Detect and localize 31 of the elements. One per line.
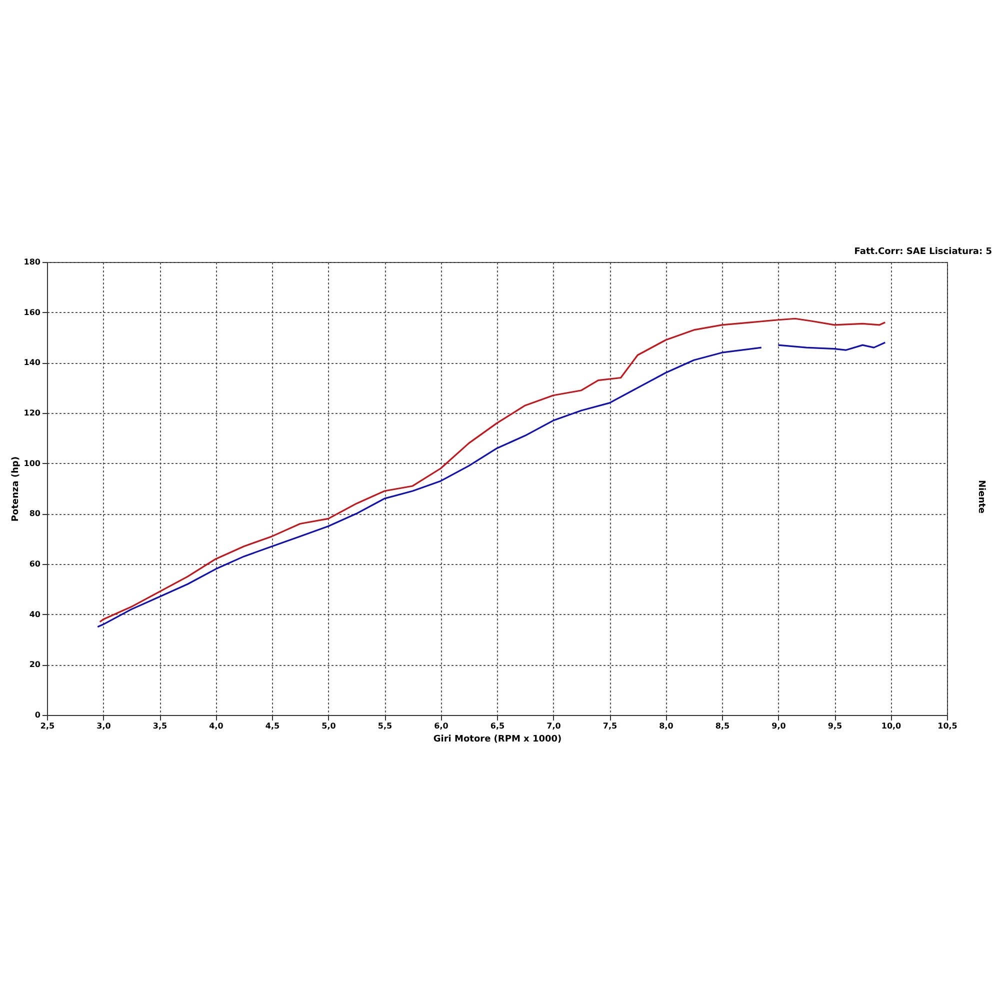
x-tick-label: 10,5 <box>938 722 958 730</box>
x-tick-label: 2,5 <box>40 722 56 730</box>
x-tick-label: 5,0 <box>322 722 336 730</box>
text: Fatt.Corr: SAE Lisciatura: 5 <box>854 247 992 257</box>
y-tick-label: 160 <box>24 308 41 317</box>
y-tick-label: 100 <box>24 458 41 468</box>
x-tick-label: 6,5 <box>490 722 506 730</box>
x-tick-label: 5,5 <box>378 722 393 730</box>
y-tick-label: 120 <box>24 408 41 418</box>
x-tick-label: 4,0 <box>209 722 224 730</box>
text: Niente <box>976 480 986 514</box>
y-tick-label: 80 <box>29 509 41 518</box>
y-tick-label: 60 <box>29 560 41 568</box>
x-tick-label: 6,0 <box>434 722 449 730</box>
x-tick-label: 8,5 <box>715 722 730 730</box>
y-tick-label: 0 <box>34 710 41 720</box>
x-tick-label: 9,5 <box>828 722 843 730</box>
x-axis-title: Giri Motore (RPM x 1000) <box>433 734 562 744</box>
y-tick-label: 20 <box>29 660 41 670</box>
y-tick-label: 40 <box>29 610 41 619</box>
x-tick-label: 3,5 <box>152 722 168 730</box>
y-tick-label: 180 <box>24 258 41 266</box>
x-tick-label: 3,0 <box>96 722 112 730</box>
y-tick-label: 140 <box>24 358 41 368</box>
x-tick-label: 9,0 <box>772 722 786 730</box>
x-tick-label: 10,0 <box>881 722 902 730</box>
y-axis-title: Potenza (hp) <box>10 456 21 522</box>
x-tick-label: 7,5 <box>602 722 618 730</box>
x-tick-label: 4,5 <box>265 722 280 730</box>
x-tick-label: 8,0 <box>659 722 674 730</box>
x-tick-label: 7,0 <box>546 722 562 730</box>
